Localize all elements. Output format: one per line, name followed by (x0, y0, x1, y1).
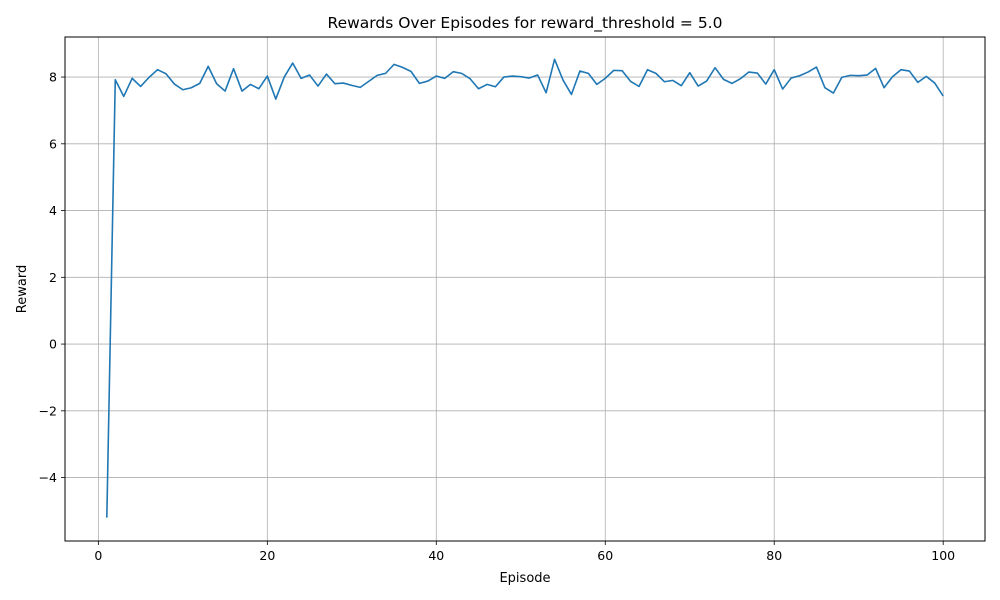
x-tick-label: 20 (259, 548, 275, 563)
x-axis-ticks: 0 20 40 60 80 100 (94, 541, 955, 563)
y-axis-ticks: −4 −2 0 2 4 6 8 (39, 70, 65, 485)
y-axis-label: Reward (15, 265, 30, 313)
chart-title: Rewards Over Episodes for reward_thresho… (328, 14, 723, 33)
x-tick-label: 0 (94, 548, 102, 563)
y-tick-label: 4 (49, 203, 57, 218)
y-tick-label: 2 (49, 270, 57, 285)
series-layer (106, 58, 944, 518)
y-tick-label: 0 (49, 337, 57, 352)
y-tick-label: 8 (49, 70, 57, 85)
y-tick-label: 6 (49, 136, 57, 151)
x-tick-label: 100 (931, 548, 955, 563)
y-tick-label: −4 (39, 470, 57, 485)
y-tick-label: −2 (39, 403, 57, 418)
x-axis-label: Episode (499, 571, 550, 586)
x-tick-label: 40 (428, 548, 444, 563)
x-tick-label: 60 (597, 548, 613, 563)
plot-frame (64, 36, 986, 542)
x-tick-label: 80 (766, 548, 782, 563)
reward-series-line (106, 58, 944, 518)
